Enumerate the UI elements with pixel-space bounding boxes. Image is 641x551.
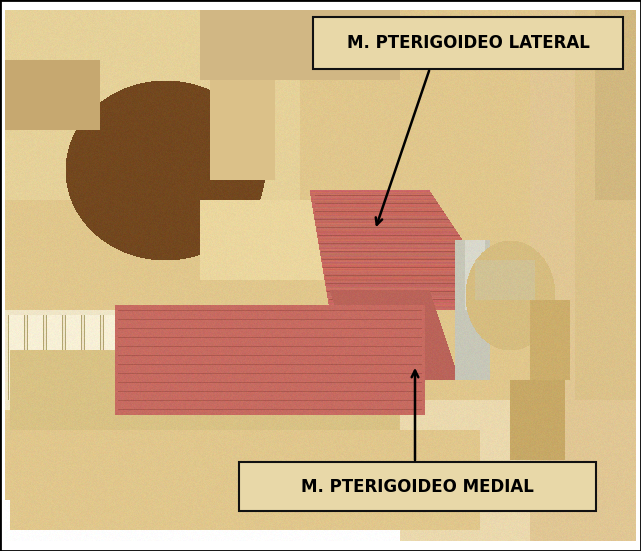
FancyBboxPatch shape (313, 17, 623, 69)
Text: M. PTERIGOIDEO MEDIAL: M. PTERIGOIDEO MEDIAL (301, 478, 534, 495)
FancyBboxPatch shape (239, 462, 596, 511)
Text: M. PTERIGOIDEO LATERAL: M. PTERIGOIDEO LATERAL (347, 34, 590, 52)
